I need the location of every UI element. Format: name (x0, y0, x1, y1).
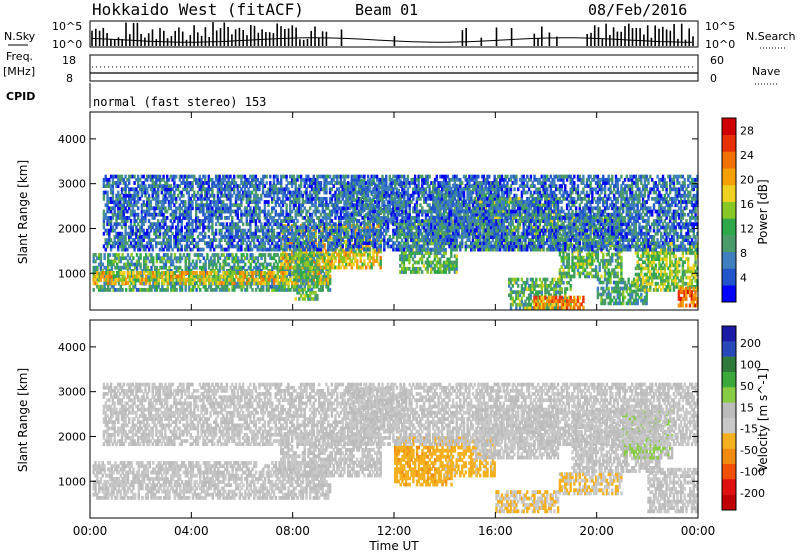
heatmap-cell (125, 288, 127, 292)
heatmap-cell (203, 271, 205, 275)
heatmap-cell (380, 256, 382, 260)
nave-tick-top: 60 (710, 54, 724, 67)
heatmap-cell (329, 274, 331, 278)
heatmap-cell (421, 270, 423, 274)
heatmap-cell (456, 254, 458, 258)
heatmap-cell (172, 281, 174, 285)
heatmap-cell (186, 271, 188, 275)
heatmap-cell (316, 266, 318, 270)
cpid-label: CPID (6, 90, 35, 103)
beam-title: Beam 01 (355, 1, 418, 19)
heatmap-cell (199, 260, 201, 264)
nsky-tick-bottom: 10^0 (52, 38, 82, 51)
heatmap-cell (109, 253, 111, 257)
nsky-noise-trace (92, 22, 693, 46)
heatmap-cell (316, 294, 318, 298)
heatmap-cell (246, 253, 248, 257)
heatmap-cell (188, 253, 190, 257)
heatmap-cell (96, 271, 98, 275)
nsky-tick-top: 10^5 (52, 20, 82, 33)
heatmap-cell (206, 253, 208, 257)
heatmap-cell (356, 259, 358, 263)
freq-panel (90, 55, 698, 81)
cpid-text: normal (fast stereo) 153 (93, 95, 266, 109)
heatmap-cell (139, 263, 141, 267)
heatmap-cell (228, 288, 230, 292)
heatmap-cell (286, 271, 288, 275)
freq-tick-bottom: 8 (66, 72, 73, 85)
heatmap-cell (300, 269, 302, 273)
heatmap-cell (253, 271, 255, 275)
heatmap-cell (103, 253, 105, 257)
heatmap-cell (199, 288, 201, 292)
heatmap-cell (246, 271, 248, 275)
heatmap-cell (277, 271, 279, 275)
heatmap-cell (132, 256, 134, 260)
heatmap-cell (132, 281, 134, 285)
heatmap-cell (167, 271, 169, 275)
heatmap-cell (210, 271, 212, 275)
nsearch-tick-bottom: 10^0 (705, 38, 735, 51)
rti-plot: Hokkaido West (fitACF) Beam 01 08/Feb/20… (0, 0, 800, 554)
heatmap-cell (295, 297, 297, 301)
heatmap-cell (244, 263, 246, 267)
heatmap-cell (121, 288, 123, 292)
heatmap-cell (116, 271, 118, 275)
heatmap-cell (363, 259, 365, 263)
nave-label: Nave (752, 65, 780, 78)
freq-unit: [MHz] (3, 65, 35, 78)
heatmap-cell (251, 288, 253, 292)
heatmap-cell (139, 271, 141, 275)
nsearch-label: N.Search (746, 30, 796, 43)
heatmap-cell (129, 271, 131, 275)
nave-tick-bottom: 0 (710, 72, 717, 85)
heatmap-cell (163, 281, 165, 285)
freq-tick-top: 18 (62, 54, 76, 67)
power-heatmap (93, 175, 699, 310)
heatmap-cell (264, 253, 266, 257)
heatmap-cell (152, 256, 154, 260)
heatmap-cell (123, 271, 125, 275)
heatmap-cell (329, 288, 331, 292)
freq-label: Freq. (6, 50, 33, 63)
heatmap-cell (170, 253, 172, 257)
heatmap-cell (313, 257, 315, 261)
date-title: 08/Feb/2016 (588, 1, 687, 19)
heatmap-cell (309, 266, 311, 270)
heatmap-cell (176, 288, 178, 292)
site-title: Hokkaido West (fitACF) (92, 0, 304, 19)
nsky-label: N.Sky (4, 30, 36, 43)
heatmap-cell (100, 253, 102, 257)
heatmap-cell (93, 288, 95, 292)
heatmap-cell (139, 253, 141, 257)
heatmap-cell (320, 274, 322, 278)
heatmap-cell (215, 271, 217, 275)
nsearch-tick-top: 10^5 (705, 20, 735, 33)
heatmap-cell (316, 276, 318, 280)
